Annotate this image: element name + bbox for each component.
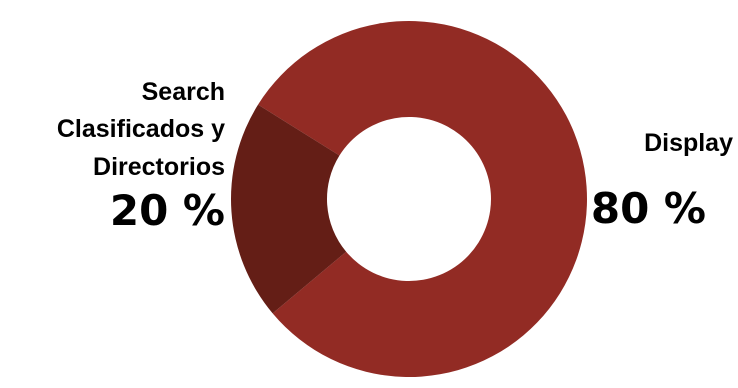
slice-label-display: Display — [644, 129, 733, 157]
donut-slice-0 — [258, 20, 587, 378]
slice-value-display: 80 % — [591, 184, 706, 233]
slice-label-search-line-2: Clasificados y — [57, 115, 225, 143]
donut-slice-1 — [231, 104, 347, 314]
donut-slices — [231, 20, 587, 378]
slice-label-search-line-3: Directorios — [93, 153, 225, 181]
slice-label-search-line-1: Search — [142, 78, 225, 106]
slice-value-search: 20 % — [110, 186, 225, 235]
